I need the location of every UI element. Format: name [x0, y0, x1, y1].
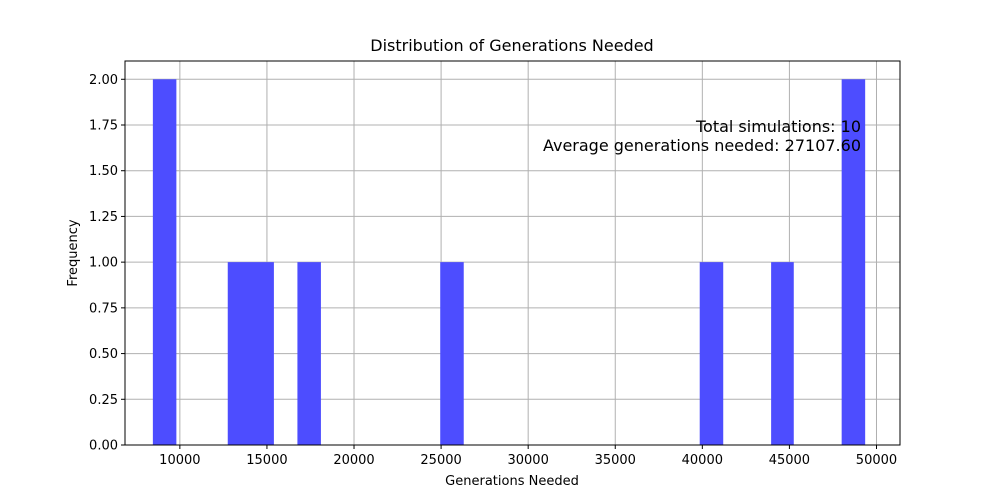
- x-tick-label-7: 45000: [769, 453, 810, 468]
- y-axis-ticks: 0.00 0.25 0.50 0.75 1.00 1.25 1.50 1.75 2.00: [89, 73, 125, 454]
- x-tick-label-3: 25000: [420, 453, 461, 468]
- x-axis-ticks: 10000 15000 20000 25000 30000 35000 40000 45000…: [159, 445, 897, 468]
- y-tick-label-5: 1.25: [89, 210, 118, 225]
- x-axis-label: Generations Needed: [445, 474, 579, 489]
- x-tick-label-5: 35000: [595, 453, 636, 468]
- chart-title: Distribution of Generations Needed: [370, 36, 653, 55]
- histogram-bar-0: [152, 79, 177, 446]
- histogram-bars: [152, 79, 866, 446]
- x-tick-label-8: 50000: [856, 453, 897, 468]
- y-tick-label-1: 0.25: [89, 393, 118, 408]
- y-tick-label-4: 1.00: [89, 256, 118, 271]
- x-tick-label-2: 20000: [333, 453, 374, 468]
- plot-area-frame: [124, 60, 901, 446]
- x-tick-label-0: 10000: [159, 453, 200, 468]
- y-tick-label-0: 0.00: [89, 439, 118, 454]
- annotation-average-generations: Average generations needed: 27107.60: [543, 136, 861, 155]
- y-tick-label-3: 0.75: [89, 301, 118, 316]
- annotation-total-simulations: Total simulations: 10: [695, 117, 861, 136]
- x-tick-label-4: 30000: [507, 453, 548, 468]
- histogram-bar-2: [297, 262, 321, 445]
- histogram-bar-6: [841, 79, 866, 446]
- x-tick-label-1: 15000: [246, 453, 287, 468]
- y-tick-label-2: 0.50: [89, 347, 118, 362]
- y-axis-label: Frequency: [66, 219, 81, 286]
- y-tick-label-7: 1.75: [89, 119, 118, 134]
- y-tick-label-8: 2.00: [89, 73, 118, 88]
- histogram-bar-5: [771, 262, 794, 445]
- histogram-bar-1: [227, 262, 274, 445]
- y-tick-label-6: 1.50: [89, 164, 118, 179]
- histogram-bar-3: [440, 262, 464, 445]
- histogram-bar-4: [699, 262, 724, 445]
- x-tick-label-6: 40000: [682, 453, 723, 468]
